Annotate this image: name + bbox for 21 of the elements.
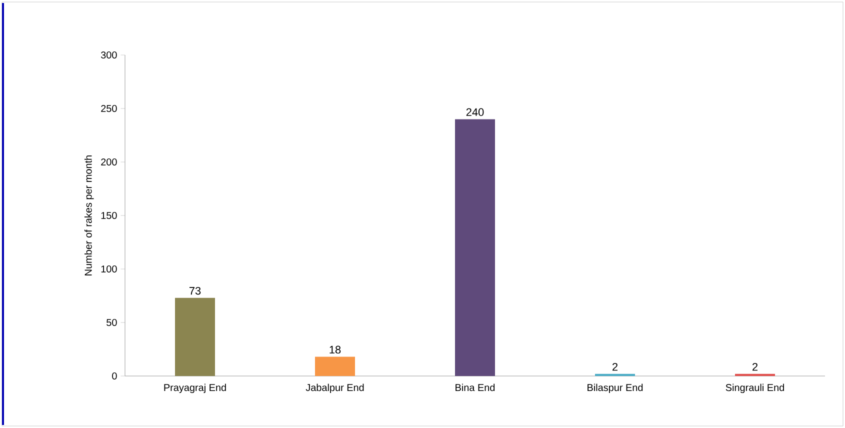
y-tick-label: 200 (101, 158, 117, 166)
y-tick-label: 300 (100, 51, 117, 59)
y-tick-label: 0 (112, 372, 117, 380)
y-tick-label: 150 (101, 212, 117, 220)
x-tick-label: Prayagraj End (164, 384, 226, 394)
y-tick-label: 50 (106, 318, 117, 326)
bar (455, 119, 496, 376)
data-label: 73 (189, 286, 201, 295)
y-tick-label: 100 (101, 265, 117, 273)
data-label: 2 (612, 363, 618, 371)
x-tick-label: Bilaspur End (588, 384, 643, 394)
data-label: 240 (466, 108, 484, 116)
x-tick-label: Jabalpur End (306, 384, 364, 394)
data-label: 2 (752, 363, 758, 371)
data-label: 18 (330, 346, 341, 354)
x-tick-label: Bina End (456, 384, 495, 392)
bar (175, 298, 215, 376)
x-tick-label: Singrauli End (726, 384, 784, 394)
bar (315, 356, 356, 376)
y-tick-label: 250 (101, 104, 117, 112)
y-axis-title: Number of rakes per month (84, 156, 94, 276)
